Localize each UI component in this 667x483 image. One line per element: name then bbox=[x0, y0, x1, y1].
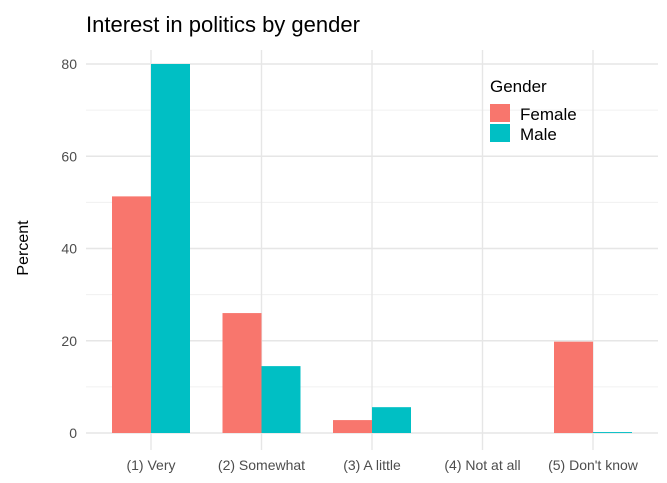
x-tick-label: (4) Not at all bbox=[444, 457, 520, 473]
bar-female-4 bbox=[554, 341, 593, 433]
y-tick-label: 80 bbox=[61, 56, 77, 72]
bar-male-0 bbox=[151, 64, 190, 433]
y-tick-label: 0 bbox=[69, 425, 77, 441]
y-axis-label: Percent bbox=[15, 220, 32, 276]
x-tick-label: (2) Somewhat bbox=[218, 457, 305, 473]
y-tick-label: 60 bbox=[61, 148, 77, 164]
y-tick-label: 40 bbox=[61, 241, 77, 257]
x-tick-label: (3) A little bbox=[343, 457, 401, 473]
x-axis-ticks: (1) Very (2) Somewhat (3) A little (4) Not … bbox=[126, 457, 638, 473]
legend-swatch-male bbox=[490, 124, 510, 142]
bars bbox=[112, 64, 632, 433]
legend: Gender Female Male bbox=[490, 77, 577, 144]
bar-female-2 bbox=[333, 420, 372, 433]
x-tick-label: (1) Very bbox=[126, 457, 175, 473]
bar-female-0 bbox=[112, 196, 151, 433]
y-tick-label: 20 bbox=[61, 333, 77, 349]
legend-label-female: Female bbox=[520, 105, 577, 124]
legend-swatch-female bbox=[490, 104, 510, 122]
x-tick-label: (5) Don't know bbox=[548, 457, 639, 473]
bar-male-4 bbox=[593, 432, 632, 433]
bar-male-1 bbox=[261, 366, 301, 433]
bar-male-2 bbox=[372, 407, 411, 433]
chart-title: Interest in politics by gender bbox=[86, 12, 360, 37]
legend-title: Gender bbox=[490, 77, 547, 96]
legend-label-male: Male bbox=[520, 125, 557, 144]
y-axis-ticks: 0 20 40 60 80 bbox=[61, 56, 77, 441]
bar-female-1 bbox=[222, 313, 262, 433]
